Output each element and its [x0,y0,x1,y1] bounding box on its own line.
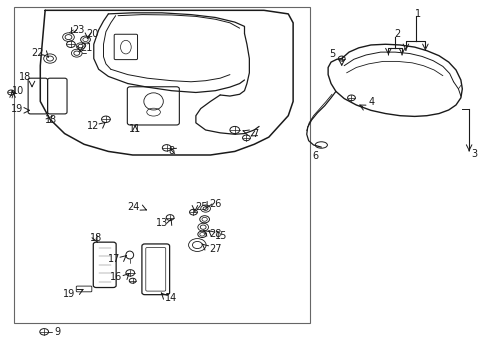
Text: 1: 1 [414,9,420,19]
Text: 27: 27 [209,244,222,253]
Text: 17: 17 [108,254,120,264]
Text: 21: 21 [80,43,92,53]
Text: 16: 16 [109,272,122,282]
Text: 2: 2 [393,29,400,39]
Text: 18: 18 [90,233,102,243]
Text: 5: 5 [328,49,335,59]
Text: 3: 3 [470,149,477,158]
Bar [14,7,309,323]
Text: 9: 9 [55,327,61,337]
Text: 18: 18 [19,72,31,82]
Text: 24: 24 [127,202,140,212]
Text: 4: 4 [368,97,374,107]
Text: 14: 14 [165,293,177,303]
Text: 6: 6 [312,151,318,161]
Text: 19: 19 [63,289,75,298]
Text: 10: 10 [12,86,24,96]
Text: 13: 13 [45,115,57,125]
Text: 26: 26 [209,199,222,209]
Text: 8: 8 [168,146,174,156]
Text: 13: 13 [156,218,168,228]
Text: 25: 25 [195,202,207,212]
Text: 15: 15 [215,231,227,242]
Text: 20: 20 [86,29,99,39]
Text: 22: 22 [32,48,44,58]
Text: 11: 11 [128,124,141,134]
Text: 12: 12 [87,121,100,131]
Text: 23: 23 [72,25,84,35]
Text: 7: 7 [252,129,258,139]
Text: 19: 19 [11,104,23,114]
Text: 28: 28 [209,229,222,239]
